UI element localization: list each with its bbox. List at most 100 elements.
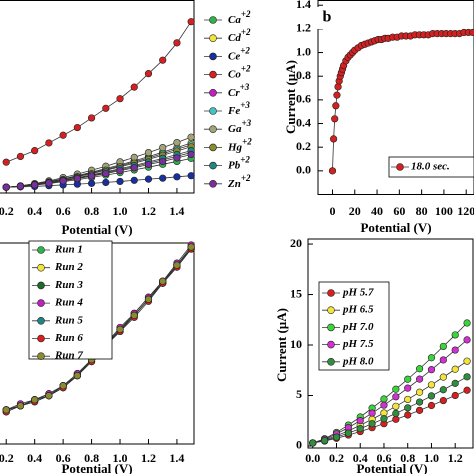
- legend-marker: [37, 316, 45, 325]
- legend-label: Run 6: [54, 332, 83, 344]
- legend-label: 18.0 sec.: [411, 161, 450, 173]
- data-point: [159, 143, 167, 152]
- y-tick-label: 0.0: [296, 163, 311, 177]
- legend-label: pH 8.0: [342, 355, 374, 367]
- data-point: [439, 386, 447, 394]
- data-point: [116, 325, 124, 334]
- data-point: [16, 402, 25, 410]
- data-point: [2, 183, 10, 191]
- data-point: [116, 177, 124, 186]
- data-point: [59, 131, 67, 139]
- x-tick-label: 100: [435, 204, 453, 218]
- data-point: [102, 169, 110, 178]
- x-tick-label: 0.2: [329, 451, 344, 465]
- x-tick-label: 1.2: [141, 204, 156, 218]
- panel-label-box: [317, 7, 337, 29]
- x-tick-label: 0: [329, 204, 335, 218]
- legend-label: pH 5.7: [342, 287, 374, 299]
- data-point: [87, 179, 96, 187]
- x-tick-label: 0.4: [27, 204, 42, 218]
- data-point: [439, 373, 447, 381]
- legend-marker: [37, 352, 45, 361]
- legend-label: Cd+2: [228, 27, 251, 43]
- data-point: [173, 261, 181, 269]
- data-point: [159, 277, 167, 285]
- legend-marker: [327, 323, 335, 332]
- data-point: [463, 373, 471, 381]
- legend-marker: [209, 143, 217, 152]
- data-point: [439, 356, 447, 364]
- legend-label: Co+2: [228, 64, 251, 80]
- y-axis-title: Current (µA): [283, 60, 298, 134]
- y-tick-label: 1.4: [296, 0, 311, 11]
- data-point: [159, 157, 167, 166]
- data-point: [451, 365, 459, 373]
- data-point: [415, 388, 424, 396]
- data-point: [380, 415, 388, 423]
- data-point: [392, 409, 400, 417]
- data-point: [380, 395, 388, 403]
- data-point: [116, 167, 124, 175]
- data-point: [392, 393, 400, 401]
- data-point: [427, 366, 436, 374]
- data-point: [59, 382, 67, 390]
- data-point: [463, 336, 471, 344]
- data-point: [144, 148, 153, 157]
- x-tick-label: 0.8: [84, 204, 99, 218]
- plot-frame: [0, 0, 195, 194]
- legend-marker: [209, 125, 217, 133]
- data-point: [16, 182, 25, 190]
- data-point: [356, 417, 364, 425]
- data-point: [45, 139, 53, 147]
- data-point: [451, 391, 459, 400]
- data-point: [144, 70, 153, 78]
- x-tick-label: 0.6: [56, 204, 71, 218]
- data-point: [173, 39, 181, 47]
- x-tick-label: 1.2: [141, 451, 156, 465]
- legend-marker: [327, 357, 335, 366]
- y-tick-label: 1.0: [296, 44, 311, 58]
- legend-marker: [209, 16, 217, 24]
- legend-label: Run 1: [54, 244, 83, 256]
- x-axis-title: Potential (V): [360, 220, 431, 235]
- legend-marker: [209, 161, 217, 170]
- data-point: [309, 439, 317, 447]
- legend-marker: [209, 89, 217, 97]
- data-point: [404, 395, 412, 404]
- legend-label: Ga+3: [228, 118, 252, 134]
- legend-label: Run 7: [54, 350, 83, 362]
- data-point: [130, 311, 138, 319]
- data-point: [116, 95, 124, 103]
- data-point: [439, 396, 447, 405]
- data-point: [16, 152, 25, 161]
- y-axis-title: Current (µA): [274, 308, 289, 382]
- legend-marker: [209, 52, 217, 61]
- data-point: [187, 18, 195, 26]
- data-point: [102, 104, 110, 112]
- data-point: [463, 357, 471, 365]
- legend-marker: [37, 246, 45, 254]
- data-point: [73, 174, 81, 183]
- legend-label: Ca+2: [228, 9, 251, 25]
- data-point: [45, 179, 53, 187]
- data-point: [87, 114, 96, 122]
- data-point: [173, 138, 181, 147]
- legend-label: pH 6.5: [342, 304, 374, 316]
- legend-label: pH 7.5: [342, 338, 374, 350]
- legend-label: Cr+3: [228, 82, 250, 98]
- x-axis-title: Potential (V): [61, 222, 132, 237]
- data-point: [463, 386, 471, 394]
- legend-marker: [37, 334, 45, 343]
- x-tick-label: 40: [371, 204, 383, 218]
- x-tick-label: 0.2: [0, 204, 14, 218]
- legend-marker: [327, 306, 335, 315]
- data-point: [415, 375, 424, 383]
- x-tick-label: 1.2: [448, 451, 463, 465]
- legend-marker: [396, 163, 404, 171]
- data-point: [344, 429, 352, 437]
- x-tick-label: 80: [416, 204, 428, 218]
- data-point: [159, 56, 167, 64]
- legend-marker: [209, 107, 217, 115]
- x-tick-label: 0.2: [0, 451, 14, 465]
